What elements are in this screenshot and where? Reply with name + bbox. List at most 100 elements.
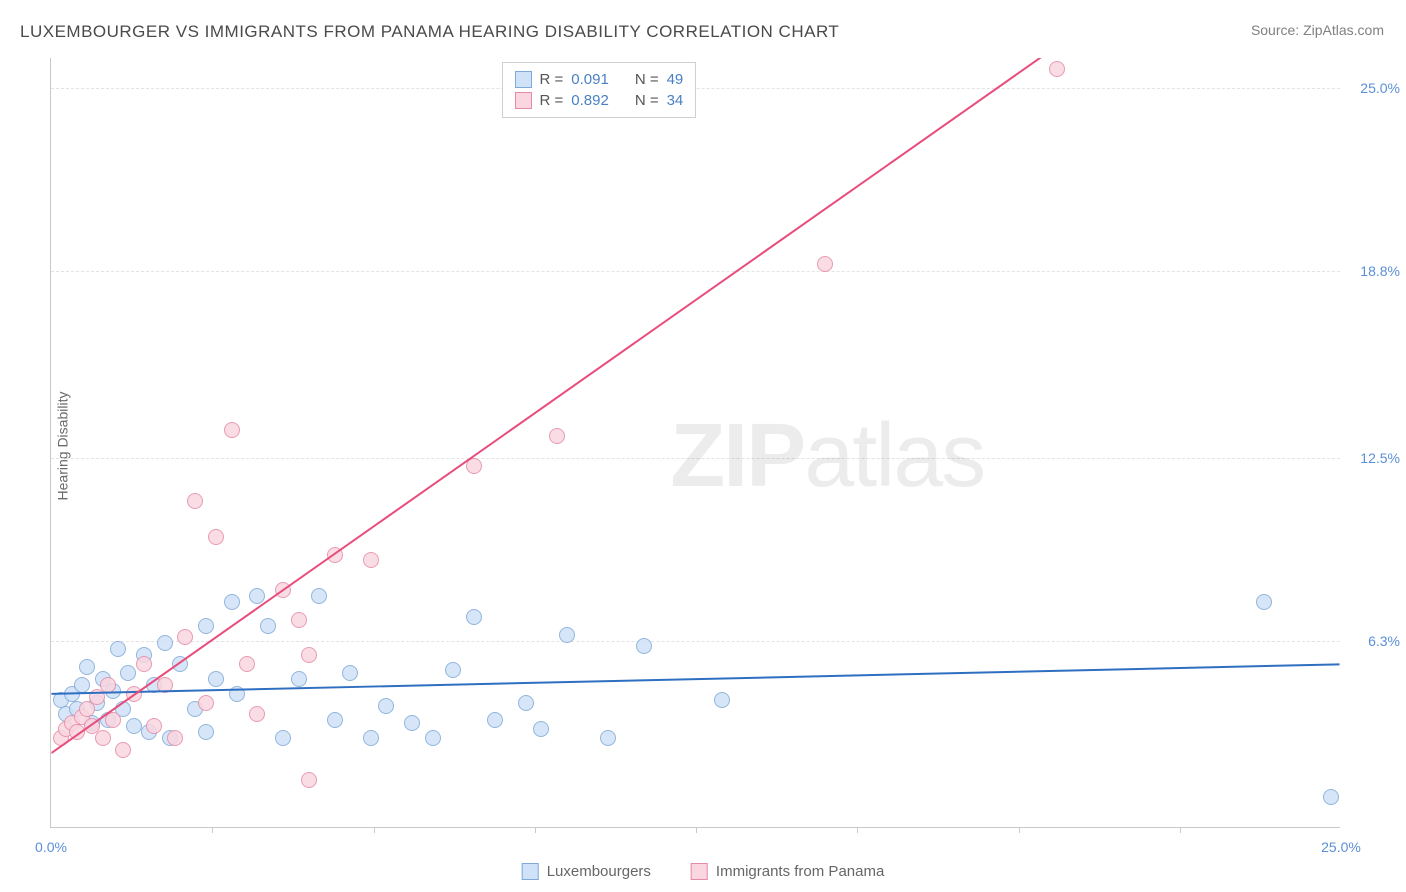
source-name: ZipAtlas.com: [1303, 22, 1384, 38]
x-tick-mark: [1019, 827, 1020, 833]
data-point: [445, 662, 461, 678]
data-point: [1256, 594, 1272, 610]
data-point: [533, 721, 549, 737]
gridline: [51, 271, 1340, 272]
data-point: [157, 635, 173, 651]
watermark-bold: ZIP: [670, 406, 804, 506]
y-tick-label: 18.8%: [1345, 263, 1400, 279]
data-point: [291, 612, 307, 628]
data-point: [105, 712, 121, 728]
legend-r-value: 0.091: [571, 71, 609, 88]
data-point: [224, 422, 240, 438]
data-point: [126, 718, 142, 734]
data-point: [208, 671, 224, 687]
data-point: [224, 594, 240, 610]
data-point: [404, 715, 420, 731]
data-point: [301, 772, 317, 788]
data-point: [260, 618, 276, 634]
x-tick-label: 0.0%: [35, 839, 67, 855]
data-point: [115, 742, 131, 758]
legend-swatch: [691, 863, 708, 880]
data-point: [363, 730, 379, 746]
data-point: [378, 698, 394, 714]
data-point: [249, 706, 265, 722]
data-point: [549, 428, 565, 444]
legend-series-label: Luxembourgers: [547, 863, 651, 880]
legend-swatch: [515, 71, 532, 88]
legend-correlation-row: R =0.091N =49: [515, 69, 684, 90]
data-point: [249, 588, 265, 604]
data-point: [136, 656, 152, 672]
x-tick-mark: [857, 827, 858, 833]
data-point: [1049, 61, 1065, 77]
data-point: [239, 656, 255, 672]
legend-correlation-box: R = 0.091 N = 49 R = 0.892 N = 34: [502, 62, 697, 118]
data-point: [198, 695, 214, 711]
data-point: [425, 730, 441, 746]
source-label: Source:: [1251, 22, 1303, 38]
data-point: [275, 582, 291, 598]
data-point: [466, 458, 482, 474]
data-point: [518, 695, 534, 711]
legend-series-label: Immigrants from Panama: [716, 863, 884, 880]
legend-series-item: Immigrants from Panama: [691, 863, 884, 880]
data-point: [187, 493, 203, 509]
x-tick-label: 25.0%: [1321, 839, 1361, 855]
data-point: [157, 677, 173, 693]
data-point: [327, 712, 343, 728]
chart-title: LUXEMBOURGER VS IMMIGRANTS FROM PANAMA H…: [20, 22, 839, 42]
source-attribution: Source: ZipAtlas.com: [1251, 22, 1384, 38]
data-point: [100, 677, 116, 693]
x-tick-mark: [696, 827, 697, 833]
legend-swatch: [522, 863, 539, 880]
data-point: [600, 730, 616, 746]
gridline: [51, 641, 1340, 642]
data-point: [74, 677, 90, 693]
data-point: [229, 686, 245, 702]
data-point: [275, 730, 291, 746]
data-point: [95, 730, 111, 746]
data-point: [327, 547, 343, 563]
legend-n-label: N =: [635, 92, 659, 109]
data-point: [167, 730, 183, 746]
data-point: [110, 641, 126, 657]
y-tick-label: 25.0%: [1345, 80, 1400, 96]
legend-series-item: Luxembourgers: [522, 863, 651, 880]
x-tick-mark: [374, 827, 375, 833]
y-tick-label: 6.3%: [1345, 633, 1400, 649]
data-point: [311, 588, 327, 604]
legend-swatch: [515, 92, 532, 109]
data-point: [291, 671, 307, 687]
data-point: [79, 659, 95, 675]
data-point: [120, 665, 136, 681]
data-point: [466, 609, 482, 625]
legend-r-value: 0.892: [571, 92, 609, 109]
data-point: [177, 629, 193, 645]
y-tick-label: 12.5%: [1345, 450, 1400, 466]
x-tick-mark: [212, 827, 213, 833]
legend-r-label: R =: [540, 71, 564, 88]
legend-series: Luxembourgers Immigrants from Panama: [522, 863, 885, 880]
data-point: [198, 618, 214, 634]
plot-area: ZIPatlas 6.3%12.5%18.8%25.0%0.0%25.0%: [50, 58, 1340, 828]
data-point: [487, 712, 503, 728]
data-point: [817, 256, 833, 272]
data-point: [69, 724, 85, 740]
data-point: [363, 552, 379, 568]
watermark-light: atlas: [804, 406, 984, 506]
legend-n-value: 34: [667, 92, 684, 109]
data-point: [301, 647, 317, 663]
x-tick-mark: [535, 827, 536, 833]
legend-correlation-row: R = 0.892 N = 34: [515, 90, 684, 111]
data-point: [126, 686, 142, 702]
legend-n-value: 49: [667, 71, 684, 88]
data-point: [342, 665, 358, 681]
data-point: [146, 718, 162, 734]
data-point: [172, 656, 188, 672]
data-point: [636, 638, 652, 654]
legend-r-label: R =: [540, 92, 564, 109]
x-tick-mark: [1180, 827, 1181, 833]
data-point: [208, 529, 224, 545]
data-point: [198, 724, 214, 740]
data-point: [1323, 789, 1339, 805]
